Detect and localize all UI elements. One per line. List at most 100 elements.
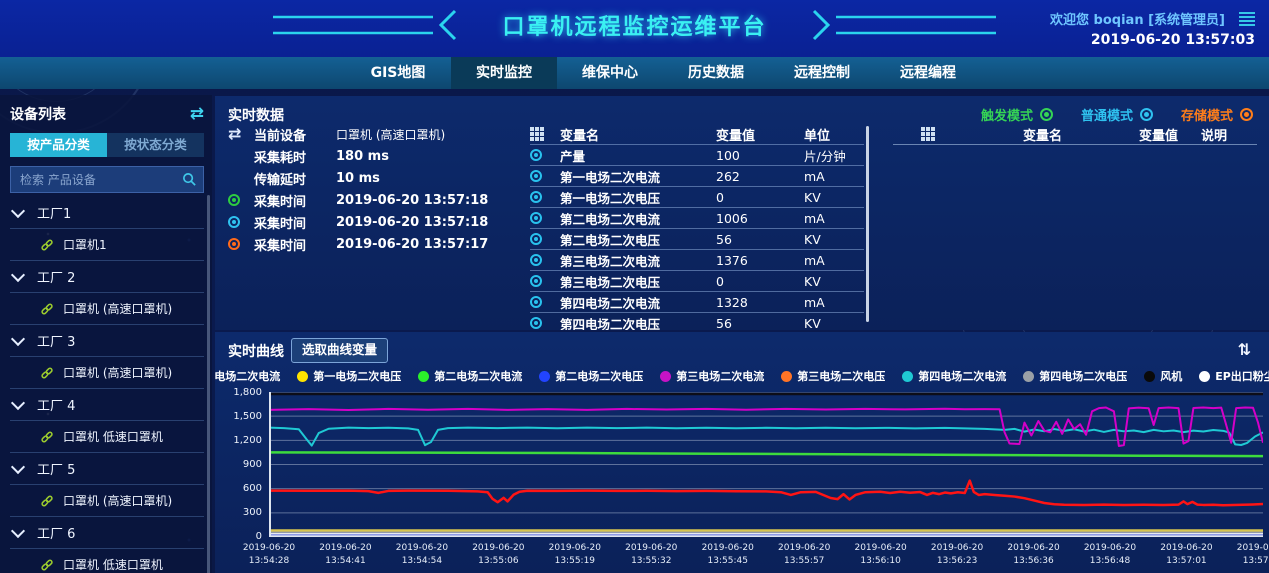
legend-item[interactable]: 第三电场二次电流 [660,368,764,384]
chevron-down-icon [10,267,26,283]
tree-row[interactable]: 工厂 2 [10,261,204,293]
legend-item[interactable]: 第四电场二次电压 [1023,368,1127,384]
legend-item[interactable]: 第二电场二次电流 [418,368,522,384]
tree-row[interactable]: 工厂1 [10,197,204,229]
table-scrollbar[interactable] [866,126,869,322]
link-icon [40,302,54,316]
device-list-sidebar: 设备列表 ⇄ 按产品分类 按状态分类 工厂1 [0,95,212,573]
variable-dot-icon [530,212,542,224]
tree-row[interactable]: 工厂 5 [10,453,204,485]
variable-dot-icon [530,191,542,203]
y-axis-labels: 1,800 1,500 1,200 900 600 300 0 [233,386,262,543]
variable-dot-icon [530,254,542,266]
page-title: 口罩机远程监控运维平台 [502,15,767,40]
tree-row[interactable]: 口罩机 低速口罩机 [10,421,204,453]
variable-dot-icon [530,317,542,329]
capture-status-icon [228,238,240,250]
nav-tab[interactable]: 实时监控 [451,57,557,89]
variable-row[interactable]: 产量 100 片/分钟 [530,145,864,166]
realtime-data-title: 实时数据 [228,108,284,124]
current-datetime: 2019-06-20 13:57:03 [1090,32,1255,48]
tree-row[interactable]: 工厂 3 [10,325,204,357]
nav-tab[interactable]: 历史数据 [688,65,744,81]
tree-item-label: 工厂1 [37,207,72,222]
curve-plot-svg [269,392,1263,537]
tree-row[interactable]: 口罩机 (高速口罩机) [10,485,204,517]
title-right-decoration [812,9,996,41]
tree-item-label: 工厂 5 [37,463,76,478]
chevron-down-icon [10,203,26,219]
collect-time-value: 180 ms [336,148,389,164]
variable-row[interactable]: 第三电场二次电压 0 KV [530,271,864,292]
chevron-down-icon [10,459,26,475]
capture-status-icon [228,216,240,228]
legend-item[interactable]: 第二电场二次电压 [539,368,643,384]
legend-dot [1144,370,1156,382]
capture-status-icon [228,194,240,206]
tree-item-label: 工厂 2 [37,271,76,286]
sidebar-title: 设备列表 [10,107,66,123]
legend-dot [539,370,551,382]
tree-row[interactable]: 口罩机 (高速口罩机) [10,293,204,325]
variable-row[interactable]: 第二电场二次电流 1006 mA [530,208,864,229]
tree-item-label: 口罩机 (高速口罩机) [63,494,173,508]
link-icon [40,430,54,444]
device-search-input[interactable] [10,166,204,193]
legend-item[interactable]: 第一电场二次电流 [215,368,280,384]
sidebar-tab[interactable]: 按状态分类 [107,133,204,157]
link-icon [40,558,54,572]
tree-row[interactable]: 口罩机1 [10,229,204,261]
nav-tab[interactable]: 维保中心 [582,65,638,81]
nav-tab[interactable]: GIS地图 [370,65,426,81]
mode-button[interactable]: 存储模式 [1181,105,1253,124]
tree-row[interactable]: 口罩机 低速口罩机 [10,549,204,573]
tree-item-label: 口罩机 低速口罩机 [63,430,163,444]
collect-time-label: 采集耗时 [254,150,307,166]
variable-row[interactable]: 第四电场二次电压 56 KV [530,313,864,330]
tree-row[interactable]: 工厂 6 [10,517,204,549]
variable-row[interactable]: 第二电场二次电压 56 KV [530,229,864,250]
legend-item[interactable]: 第四电场二次电流 [902,368,1006,384]
tree-row[interactable]: 口罩机 (高速口罩机) [10,357,204,389]
updown-arrows-icon[interactable]: ⇅ [1237,340,1251,359]
grid-icon[interactable] [530,127,544,141]
legend-item[interactable]: EP出口粉尘排放值 [1199,368,1269,384]
nav-tab[interactable]: 远程控制 [794,65,850,81]
tree-item-label: 口罩机 低速口罩机 [63,558,163,572]
nav-tab[interactable]: 远程编程 [900,65,956,81]
legend-item[interactable]: 第一电场二次电压 [297,368,401,384]
legend-dot [781,370,793,382]
title-left-decoration [273,9,457,41]
device-value: 口罩机 (高速口罩机) [336,127,446,142]
legend-dot [418,370,430,382]
menu-icon[interactable] [1239,11,1255,26]
variable-row[interactable]: 第一电场二次电压 0 KV [530,187,864,208]
swap-device-icon[interactable]: ⇄ [228,124,242,143]
chevron-down-icon [10,523,26,539]
grid-icon[interactable] [921,127,935,141]
mode-button[interactable]: 触发模式 [981,105,1053,124]
legend-dot [902,370,914,382]
sidebar-scrollbar[interactable] [207,195,210,573]
tree-item-label: 口罩机1 [63,238,107,252]
variable-row[interactable]: 第一电场二次电流 262 mA [530,166,864,187]
variable-row[interactable]: 第三电场二次电流 1376 mA [530,250,864,271]
legend-item[interactable]: 第三电场二次电压 [781,368,885,384]
variable-table-header: 变量名 变量值 单位 [530,124,864,145]
link-icon [40,494,54,508]
legend-item[interactable]: 风机 [1144,368,1182,384]
search-icon[interactable] [182,172,197,187]
mode-button[interactable]: 普通模式 [1081,105,1153,124]
select-curve-variable-button[interactable]: 选取曲线变量 [291,338,389,363]
tree-row[interactable]: 工厂 4 [10,389,204,421]
sidebar-tabs: 按产品分类 按状态分类 [10,133,204,157]
curve-legend: 第一电场二次电流 第一电场二次电压 第二电场二次电流 第二电场二次电压 [215,368,1269,384]
variable-dot-icon [530,275,542,287]
capture-time-row: 采集时间 2019-06-20 13:57:17 [228,233,528,255]
variable-table-secondary: 变量名 变量值 说明 [893,124,1257,145]
tree-item-label: 工厂 3 [37,335,76,350]
variable-row[interactable]: 第四电场二次电流 1328 mA [530,292,864,313]
swap-icon[interactable]: ⇄ [189,103,204,124]
sidebar-tab[interactable]: 按产品分类 [10,133,107,157]
